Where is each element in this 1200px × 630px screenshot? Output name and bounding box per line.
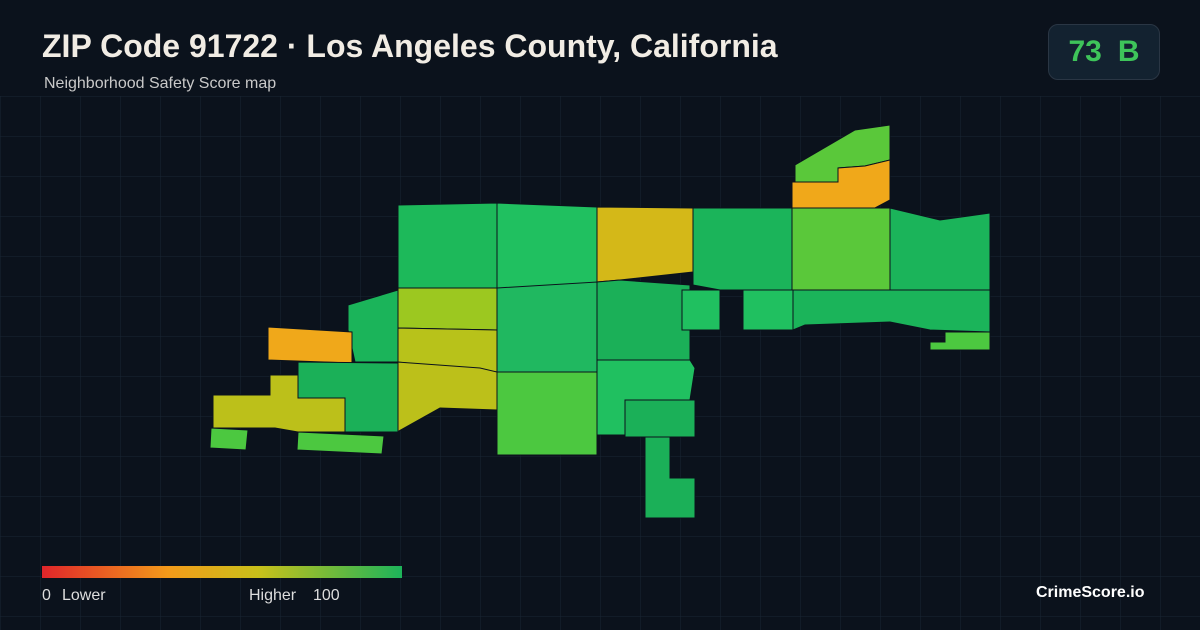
region [209, 427, 249, 451]
region [692, 207, 793, 291]
region [397, 287, 498, 331]
region [681, 289, 721, 331]
region [496, 202, 598, 289]
region [596, 279, 691, 361]
region [496, 281, 598, 373]
brand: CrimeScore.io [1036, 584, 1145, 601]
region [644, 436, 696, 519]
legend-min: 0 [42, 587, 51, 604]
legend-gradient [42, 566, 402, 578]
region [397, 202, 498, 289]
region [792, 289, 991, 333]
region [267, 326, 353, 364]
region [212, 374, 346, 433]
region [296, 431, 385, 455]
region [347, 289, 399, 363]
region [889, 207, 991, 291]
score-badge: 73 B [1048, 24, 1160, 80]
regions [209, 124, 991, 519]
region [742, 289, 796, 331]
legend-max: 100 [313, 587, 340, 604]
title: ZIP Code 91722 · Los Angeles County, Cal… [42, 28, 778, 64]
region [496, 371, 598, 456]
subtitle: Neighborhood Safety Score map [44, 75, 277, 92]
region [596, 206, 694, 283]
region [624, 399, 696, 438]
grade: B [1117, 35, 1140, 68]
legend-max-label: Higher [249, 587, 297, 604]
legend-min-label: Lower [62, 587, 106, 604]
region [929, 331, 991, 351]
region [791, 207, 891, 291]
score: 73 [1068, 35, 1102, 68]
